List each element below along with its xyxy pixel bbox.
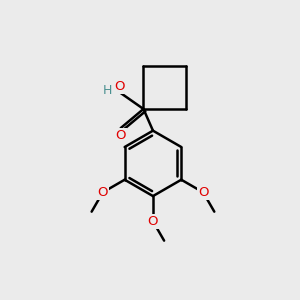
Text: H: H <box>103 84 112 97</box>
Text: O: O <box>98 186 108 199</box>
Text: O: O <box>148 215 158 228</box>
Text: O: O <box>114 80 124 93</box>
Text: O: O <box>198 186 208 199</box>
Text: O: O <box>116 129 126 142</box>
